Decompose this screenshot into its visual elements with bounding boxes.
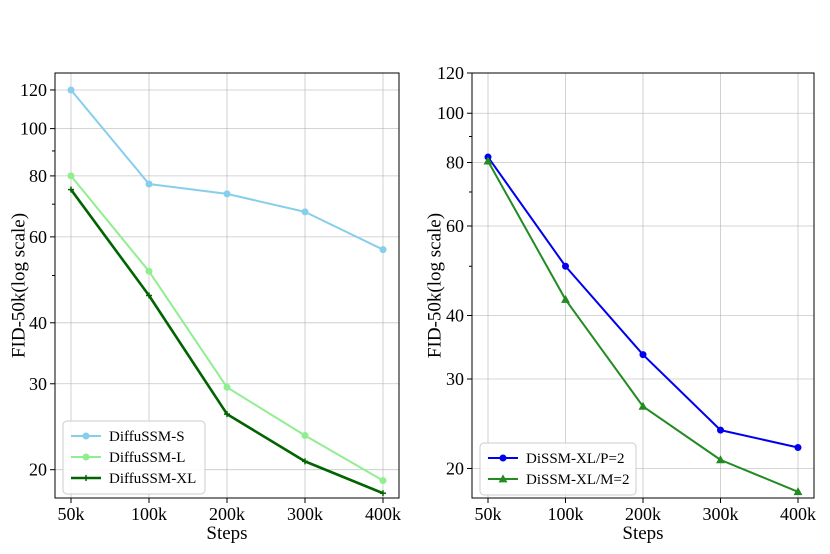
data-point: [379, 246, 387, 254]
legend-label: DiffuSSM-XL: [109, 471, 196, 487]
data-point: [717, 426, 724, 434]
y-tick-label: 120: [437, 63, 464, 83]
legend: DiSSM-XL/P=2 DiSSM-XL/M=2: [479, 442, 637, 496]
legend-label: DiSSM-XL/P=2: [526, 451, 624, 467]
legend-box: [479, 442, 637, 496]
legend-label: DiSSM-XL/M=2: [526, 472, 629, 488]
data-point: [67, 172, 75, 180]
y-tick-label: 80: [446, 153, 464, 173]
chart-panel-1: 50k 100k 200k 300k 400k 20 30 40 60 80 100 120 Steps…: [8, 72, 401, 544]
data-point: [145, 267, 153, 275]
x-tick-label: 50k: [475, 504, 502, 524]
data-point: [716, 455, 725, 464]
y-tick-label: 80: [29, 166, 47, 186]
data-point: [380, 490, 386, 497]
data-point: [145, 180, 153, 188]
data-point: [639, 351, 647, 359]
data-point: [379, 477, 387, 485]
legend-box: [62, 420, 206, 495]
data-point: [793, 487, 803, 496]
legend-label: DiffuSSM-L: [109, 450, 185, 466]
data-point: [483, 156, 493, 165]
x-tick-label: 400k: [780, 504, 816, 524]
legend-item: DiSSM-XL/P=2: [488, 451, 624, 467]
series-diffussm-s: [67, 86, 387, 254]
legend: DiffuSSM-S DiffuSSM-L DiffuSSM-XL: [62, 420, 206, 495]
data-point: [68, 186, 74, 193]
data-point: [223, 190, 231, 198]
data-point: [561, 294, 570, 303]
legend-item: DiffuSSM-XL: [71, 471, 196, 487]
x-axis-label: Steps: [622, 523, 663, 544]
x-tick-label: 300k: [287, 504, 323, 524]
legend-marker: [499, 454, 507, 462]
y-tick-label: 40: [446, 306, 464, 326]
legend-marker: [498, 474, 508, 483]
x-tick-label: 50k: [58, 504, 85, 524]
x-tick-label: 100k: [548, 504, 584, 524]
x-tick-label: 200k: [625, 504, 661, 524]
data-point: [562, 262, 569, 270]
chart-panel-2: 50k 100k 200k 300k 400k 20 30 40 60 80 100 120 Steps…: [424, 63, 816, 544]
legend-item: DiffuSSM-S: [71, 429, 185, 445]
y-axis-label: FID-50k(log scale): [424, 213, 445, 358]
series-dissm-xl-p-2: [484, 153, 802, 451]
data-point: [301, 208, 309, 216]
data-point: [301, 432, 309, 440]
x-tick-label: 100k: [131, 504, 167, 524]
data-point: [223, 383, 231, 391]
y-tick-label: 30: [446, 369, 464, 389]
data-point: [67, 86, 75, 94]
legend-item: DiSSM-XL/M=2: [488, 472, 629, 488]
series-diffussm-l: [67, 172, 387, 485]
data-point: [794, 443, 802, 451]
x-tick-label: 400k: [365, 504, 401, 524]
legend-marker: [82, 432, 90, 440]
y-tick-label: 20: [446, 459, 464, 479]
legend-marker: [82, 453, 90, 461]
y-tick-label: 40: [29, 313, 47, 333]
data-point: [302, 458, 308, 465]
x-tick-label: 200k: [209, 504, 245, 524]
data-point: [638, 401, 648, 410]
series-diffussm-xl: [68, 186, 386, 497]
y-tick-label: 60: [446, 216, 464, 236]
legend-item: DiffuSSM-L: [71, 450, 185, 466]
y-tick-label: 100: [437, 103, 464, 123]
x-axis-label: Steps: [206, 523, 247, 544]
data-point: [146, 292, 152, 299]
y-tick-label: 60: [29, 227, 47, 247]
y-tick-label: 30: [29, 374, 47, 394]
series-dissm-xl-m-2: [483, 156, 803, 496]
x-tick-label: 300k: [703, 504, 739, 524]
y-tick-label: 120: [20, 80, 47, 100]
legend-marker: [83, 475, 89, 481]
y-axis-label: FID-50k(log scale): [8, 213, 29, 358]
y-tick-label: 100: [20, 119, 47, 139]
legend-label: DiffuSSM-S: [109, 429, 185, 445]
y-tick-label: 20: [29, 460, 47, 480]
data-point: [224, 411, 230, 418]
